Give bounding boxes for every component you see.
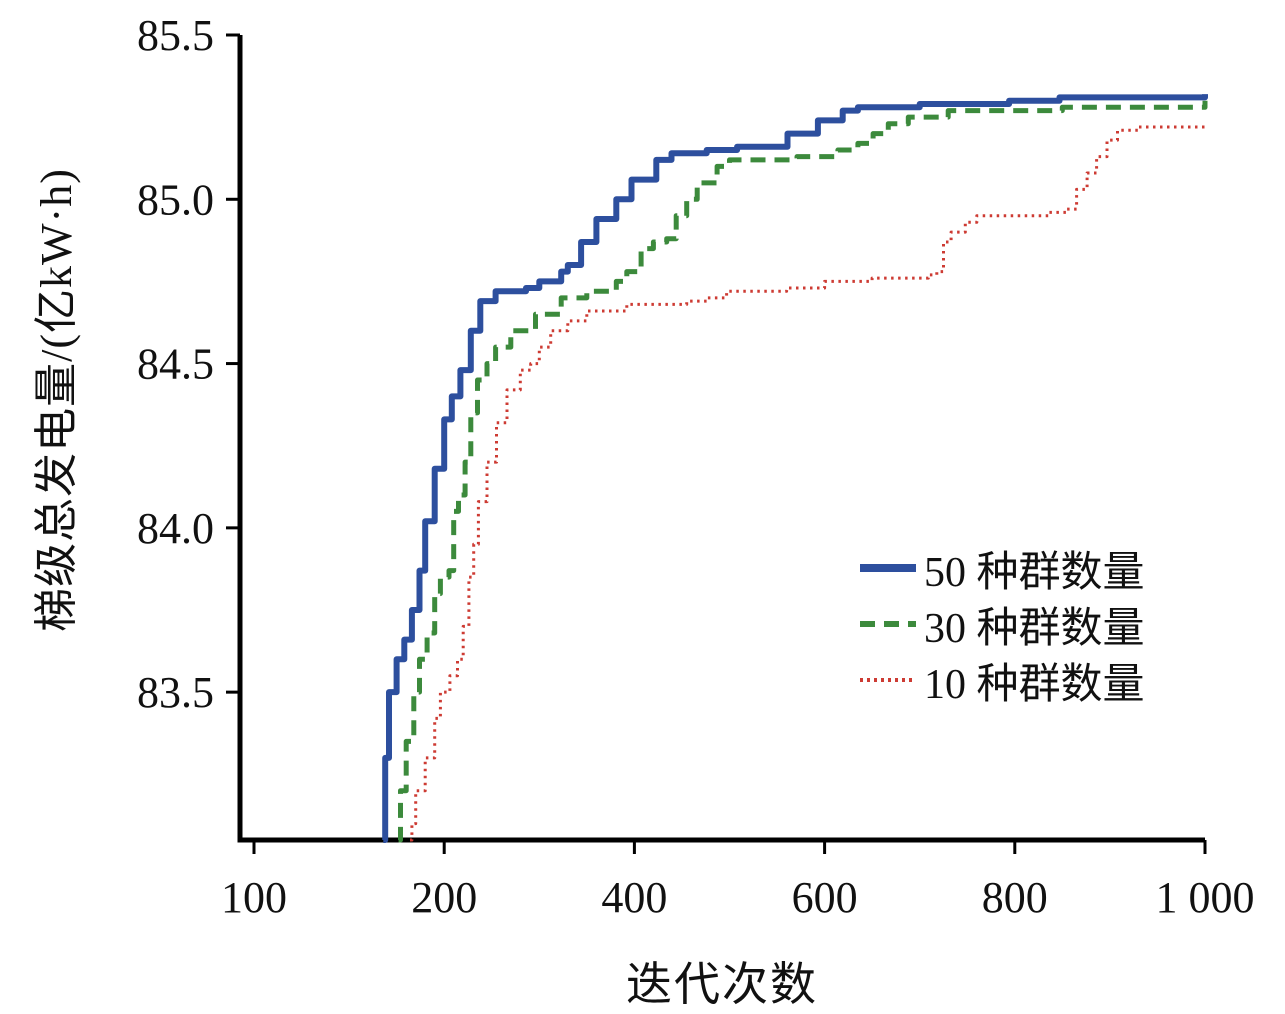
svg-text:800: 800 (982, 873, 1048, 922)
svg-text:100: 100 (221, 873, 287, 922)
svg-text:84.0: 84.0 (137, 504, 214, 553)
legend-label-30: 30 种群数量 (924, 605, 1145, 652)
svg-text:600: 600 (792, 873, 858, 922)
legend-label-50: 50 种群数量 (924, 549, 1145, 596)
svg-text:85.5: 85.5 (137, 11, 214, 60)
svg-text:200: 200 (411, 873, 477, 922)
svg-text:83.5: 83.5 (137, 668, 214, 717)
legend: 50 种群数量 30 种群数量 10 种群数量 (860, 545, 1145, 708)
legend-item-30: 30 种群数量 (860, 601, 1145, 652)
legend-item-10: 10 种群数量 (860, 657, 1145, 708)
legend-item-50: 50 种群数量 (860, 545, 1145, 596)
svg-text:84.5: 84.5 (137, 340, 214, 389)
svg-text:85.0: 85.0 (137, 175, 214, 224)
solid-line-icon (860, 564, 916, 572)
y-axis-title: 梯级总发电量/(亿kW·h) (32, 168, 81, 632)
svg-text:1 000: 1 000 (1156, 873, 1255, 922)
dashed-line-icon (860, 621, 916, 627)
legend-label-10: 10 种群数量 (924, 661, 1145, 708)
svg-text:400: 400 (601, 873, 667, 922)
x-axis-title: 迭代次数 (626, 959, 818, 1010)
dotted-line-icon (860, 678, 916, 682)
